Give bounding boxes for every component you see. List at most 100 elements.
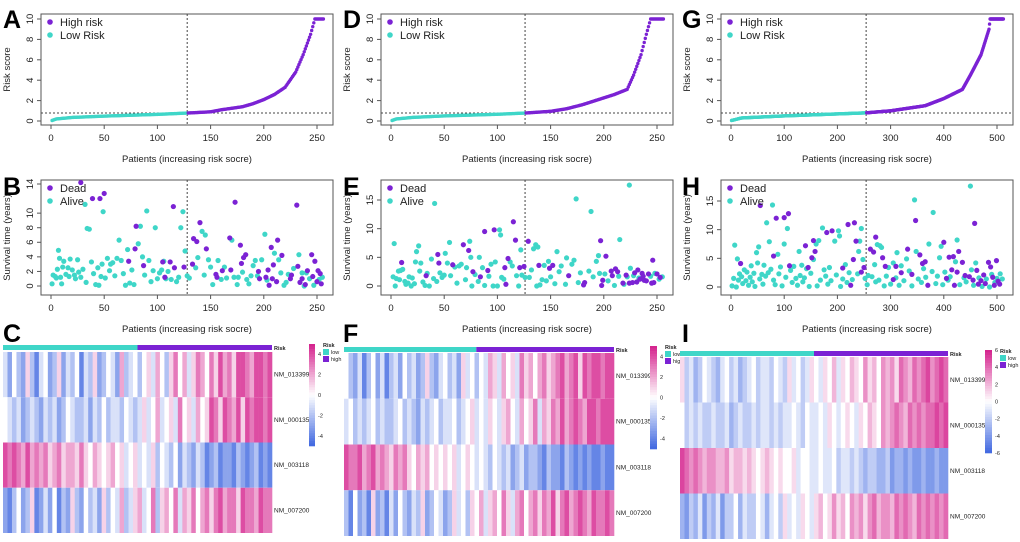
alive-point [69,267,75,273]
heatmap-cell [569,353,574,399]
heatmap-cell [551,353,556,399]
heatmap-cell [930,493,935,539]
heatmap-cell [146,442,152,488]
heatmap-cell [375,490,381,536]
heatmap-cell [7,487,13,533]
heatmap-cell [3,487,8,533]
alive-point [739,274,745,280]
alive-point [446,239,453,246]
color-scale-segment [985,419,992,423]
heatmap-cell [452,398,457,445]
heatmap-cell [863,402,868,448]
color-scale-segment [309,374,315,378]
alive-point [783,274,789,280]
heatmap-cell [357,353,363,399]
dead-point [922,259,928,265]
heatmap-cell [200,352,206,398]
heatmap-cell [764,448,770,494]
heatmap-cell [249,442,255,488]
dead-point [189,261,196,267]
y-tick-label: 10 [705,14,716,25]
heatmap-cell [115,397,120,443]
alive-point [486,273,492,279]
y-axis-label: Risk score [2,47,13,91]
alive-point [586,268,592,274]
heatmap-cell [898,448,904,494]
heatmap-cell [267,487,273,533]
heatmap-cell [182,487,188,533]
heatmap-cell [70,442,76,488]
heatmap-cell [889,357,895,403]
x-tick-label: 0 [728,303,733,314]
dead-point [941,239,947,245]
heatmap-cell [582,490,588,536]
heatmap-cell [551,490,556,536]
heatmap-cell [596,490,601,536]
alive-point [468,254,474,260]
dead-point [737,260,744,267]
x-tick-label: 0 [388,303,393,314]
heatmap-cell [605,444,610,491]
dead-point [890,276,896,283]
heatmap-cell [930,448,935,494]
heatmap-cell [150,352,156,398]
heatmap-cell [591,353,597,399]
heatmap-cell [596,444,601,491]
heatmap-cell [137,397,143,443]
dead-point [194,238,200,245]
x-tick-label: 200 [256,133,272,144]
heatmap-cell [898,493,904,539]
color-scale-segment [309,402,315,406]
alive-point [120,271,126,277]
heatmap-cell [141,442,147,488]
dead-point [160,259,166,265]
x-tick-label: 150 [203,303,219,314]
heatmap-cell [263,442,268,488]
legend-label: Dead [60,183,86,195]
heatmap-cell [258,442,264,488]
y-tick-label: 8 [365,37,376,42]
alive-point [593,258,599,264]
heatmap-cell [854,493,859,539]
alive-point [896,282,902,288]
dead-point [170,203,176,210]
heatmap-cell [755,402,761,448]
alive-point [545,258,552,264]
dead-point [294,202,300,208]
legend-label: Alive [60,196,84,208]
color-scale-segment [985,396,992,400]
color-scale-segment [309,423,315,426]
dead-point [312,258,318,264]
heatmap-cell [800,448,806,494]
heatmap-cell [227,352,232,398]
alive-point [210,281,216,288]
color-scale-segment [650,358,657,362]
color-scale-segment [985,362,992,366]
legend-marker [727,32,733,38]
color-scale-tick: 4 [318,352,321,358]
heatmap-cell [344,444,349,491]
heatmap-cell [25,442,31,488]
heatmap-cell [227,397,232,443]
heatmap-cell [849,357,855,403]
alive-point [888,281,894,287]
heatmap-cell [416,398,421,445]
dead-point [273,279,280,285]
heatmap-cell [921,493,926,539]
color-scale-segment [309,384,315,388]
heatmap-cell [876,448,882,494]
heatmap-cell [97,397,102,443]
heatmap-cell [524,490,529,536]
dead-point [650,257,656,263]
x-tick-label: 0 [388,133,393,144]
x-tick-label: 50 [439,303,450,314]
heatmap-cell [542,444,547,491]
alive-point [808,270,814,276]
alive-point [934,273,941,279]
heatmap-cell [818,493,824,539]
heatmap-cell [688,448,694,494]
color-scale-segment [985,414,992,418]
heatmap-cell [254,487,259,533]
heatmap-cell [782,448,788,494]
high-risk-point [640,48,644,53]
